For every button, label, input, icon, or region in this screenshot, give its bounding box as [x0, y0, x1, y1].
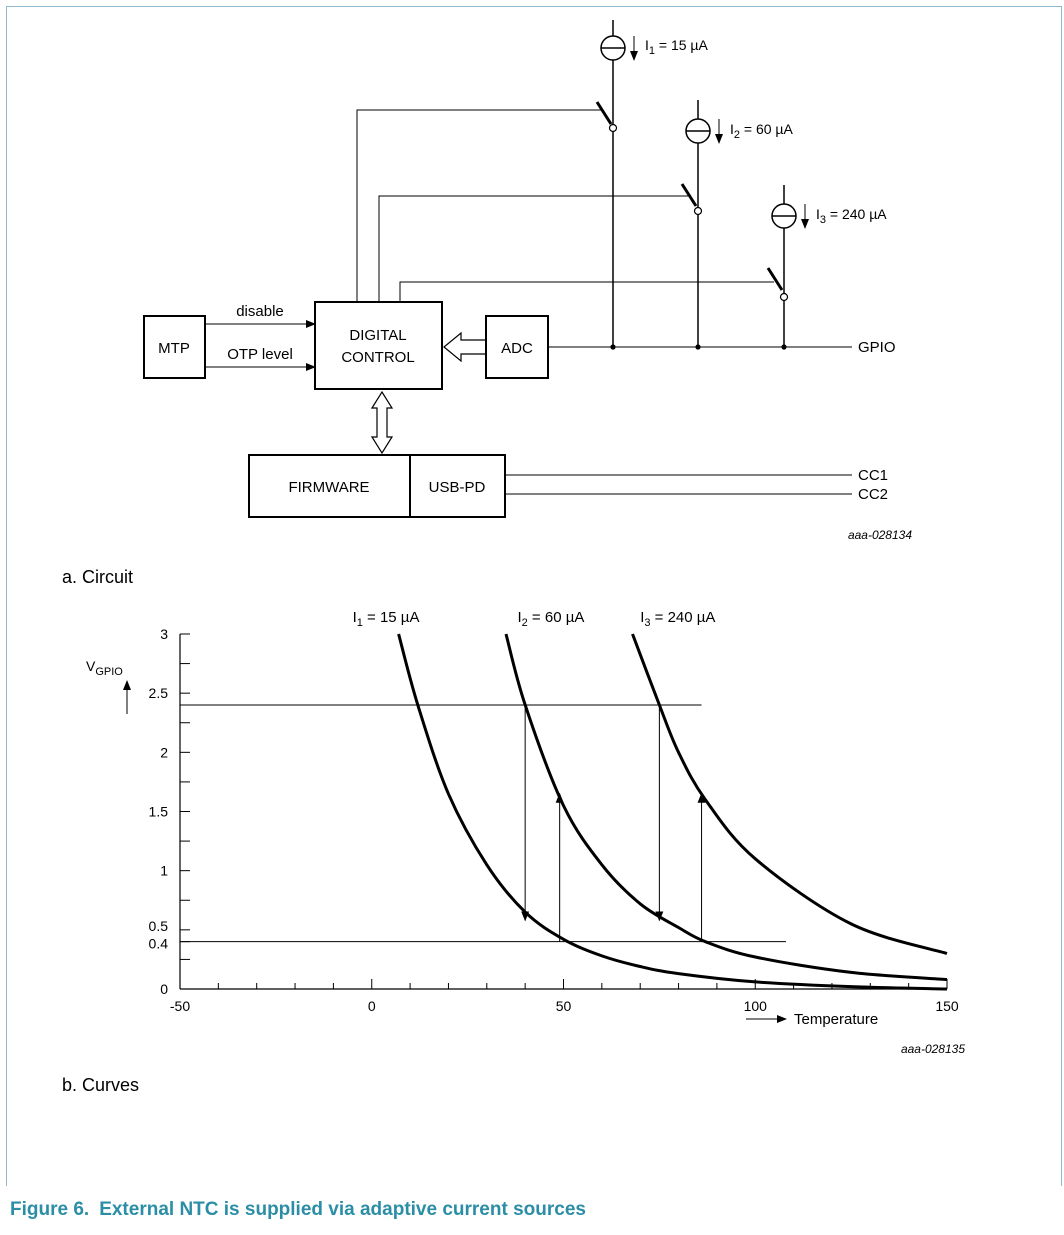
disable-label: disable: [236, 303, 284, 320]
cc2-label: CC2: [858, 486, 888, 503]
firmware-label: FIRMWARE: [288, 479, 369, 496]
y-tick-label: 1.5: [149, 804, 169, 820]
digital-control-label-1: DIGITAL: [349, 327, 406, 344]
circuit-caption: a. Circuit: [62, 567, 133, 587]
gpio-label: GPIO: [858, 339, 896, 356]
current-source-2: [685, 100, 723, 210]
source-2-label: I2 = 60 µA: [730, 121, 793, 141]
y-tick-label: 1: [160, 863, 168, 879]
source-1-label: I1 = 15 µA: [645, 37, 708, 57]
usbpd-label: USB-PD: [429, 479, 486, 496]
y-tick-label: 2: [160, 744, 168, 760]
series-label-1: I1 = 15 µA: [353, 609, 420, 629]
x-axis-label: Temperature: [794, 1011, 878, 1028]
series-label-2: I2 = 60 µA: [517, 609, 584, 629]
y-tick-label: 0.5: [149, 918, 169, 934]
curves-caption: b. Curves: [62, 1075, 139, 1095]
x-tick-label: 0: [368, 998, 376, 1014]
mtp-label: MTP: [158, 340, 190, 357]
otp-level-label: OTP level: [227, 346, 293, 363]
current-source-3: [771, 185, 809, 294]
y-tick-label: 2.5: [149, 685, 169, 701]
y-axis-label: VGPIO: [86, 658, 123, 678]
cc1-label: CC1: [858, 467, 888, 484]
figure-title: External NTC is supplied via adaptive cu…: [99, 1199, 586, 1220]
source-3-label: I3 = 240 µA: [816, 206, 887, 226]
x-tick-label: 100: [744, 998, 768, 1014]
figure-number: Figure 6.: [10, 1199, 90, 1220]
control-line-1: [356, 109, 603, 302]
switch-1: [595, 101, 618, 347]
figure-caption: Figure 6. External NTC is supplied via ad…: [10, 1199, 586, 1221]
figure-frame: [6, 6, 1062, 1186]
series-label-3: I3 = 240 µA: [640, 609, 715, 629]
digital-control-block: [314, 301, 443, 390]
control-line-3: [399, 281, 774, 302]
control-line-2: [378, 195, 688, 302]
current-source-1: [600, 20, 638, 128]
curves-code: aaa-028135: [901, 1042, 965, 1056]
y-tick-label: 0: [160, 981, 168, 997]
control-firmware-arrow: [370, 390, 394, 455]
circuit-code: aaa-028134: [848, 528, 912, 542]
mtp-block: [143, 315, 206, 379]
y-tick-label: 0.4: [149, 936, 169, 952]
switch-2: [680, 183, 703, 347]
x-tick-label: 150: [935, 998, 959, 1014]
curve-series-1: [397, 633, 948, 991]
usbpd-block: [409, 454, 506, 518]
switch-3: [766, 267, 789, 347]
adc-to-control-arrow: [443, 331, 486, 363]
circuit-diagram: [143, 20, 852, 518]
curve-series-2: [504, 633, 948, 981]
x-tick-label: 50: [556, 998, 572, 1014]
adc-label: ADC: [501, 340, 533, 357]
y-tick-label: 3: [160, 626, 168, 642]
x-tick-label: -50: [170, 998, 190, 1014]
figure-drawing: I1 = 15 µA I2 = 60 µA I3 = 240 µA MTP DI…: [62, 20, 965, 1095]
digital-control-label-2: CONTROL: [341, 349, 414, 366]
curve-series-3: [631, 633, 948, 955]
